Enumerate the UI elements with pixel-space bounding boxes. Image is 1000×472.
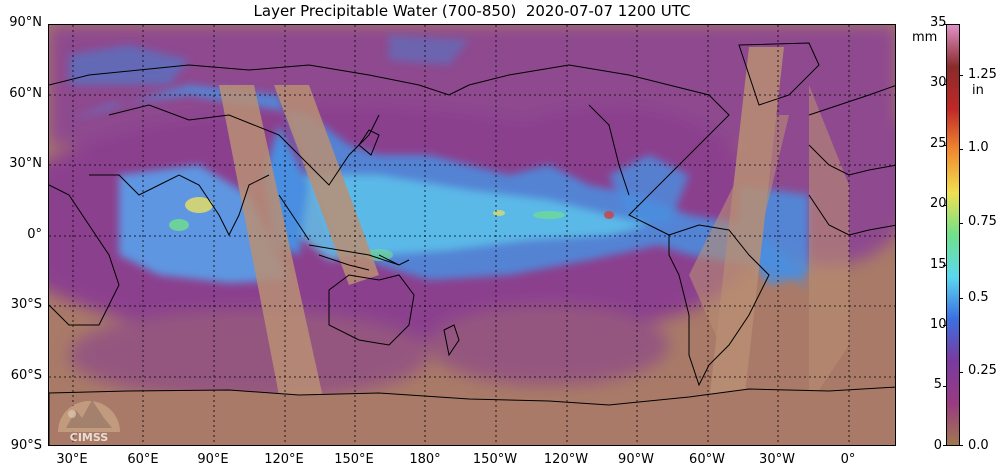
colorbar-tick-mark [960,149,963,150]
colorbar-tick-mark [943,84,946,85]
lon-label-150w: 150°W [472,452,518,467]
colorbar-mm-tick: 10 [930,317,947,332]
cimss-logo-text: CIMSS [70,431,109,444]
colorbar-mm-tick: 30 [930,75,947,90]
colorbar-tick-mark [943,145,946,146]
lon-label-120w: 120°W [543,452,589,467]
colorbar-mm-tick: 0 [933,438,942,453]
lon-label-60w: 60°W [689,452,725,467]
lon-label-30w: 30°W [759,452,795,467]
cimss-logo: CIMSS [52,388,126,444]
colorbar-tick-mark [943,386,946,387]
lat-label-90n: 90°N [9,15,42,30]
colorbar-tick-mark [943,265,946,266]
lon-label-60e: 60°E [127,452,159,467]
colorbar-tick-mark [960,445,963,446]
colorbar-mm-tick: 35 [930,15,947,30]
lat-label-equator: 0° [27,227,42,242]
colorbar-tick-mark [960,75,963,76]
colorbar-in-unit: in [972,83,984,98]
lon-label-90w: 90°W [618,452,654,467]
colorbar-mm-unit: mm [912,30,938,45]
lon-label-180: 180° [409,452,441,467]
lon-label-150e: 150°E [334,452,374,467]
colorbar-mm-tick: 5 [933,377,942,392]
colorbar-tick-mark [943,445,946,446]
antarctica-coastline [49,386,895,445]
colorbar-tick-mark [960,372,963,373]
map-canvas [49,25,895,445]
colorbar-mm-tick: 15 [930,257,947,272]
lat-label-60s: 60°S [10,368,42,383]
colorbar-in-tick: 0.0 [968,438,989,453]
colorbar-in-tick: 1.25 [968,67,997,82]
map-title: Layer Precipitable Water (700-850) 2020-… [253,2,691,20]
lat-label-90s: 90°S [10,438,42,453]
graticule [49,25,895,445]
colorbar-in-tick: 1.0 [968,140,989,155]
lon-label-0: 0° [840,452,856,467]
colorbar-tick-mark [960,298,963,299]
colorbar-tick-mark [943,325,946,326]
colorbar-in-tick: 0.5 [968,290,989,305]
colorbar-tick-mark [943,205,946,206]
colorbar-tick-mark [943,24,946,25]
colorbar-tick-mark [960,223,963,224]
lon-label-120e: 120°E [264,452,304,467]
lon-label-30e: 30°E [56,452,88,467]
lat-label-60n: 60°N [9,86,42,101]
lat-label-30n: 30°N [9,156,42,171]
lat-label-30s: 30°S [10,297,42,312]
colorbar [946,24,960,446]
colorbar-mm-tick: 20 [930,196,947,211]
lon-label-90e: 90°E [197,452,229,467]
colorbar-mm-tick: 25 [930,136,947,151]
precipitable-water-map [48,24,896,446]
cimss-logo-graphic: CIMSS [58,400,120,444]
colorbar-in-tick: 0.75 [968,214,997,229]
satellite-swath-gaps [219,47,849,445]
colorbar-in-tick: 0.25 [968,363,997,378]
